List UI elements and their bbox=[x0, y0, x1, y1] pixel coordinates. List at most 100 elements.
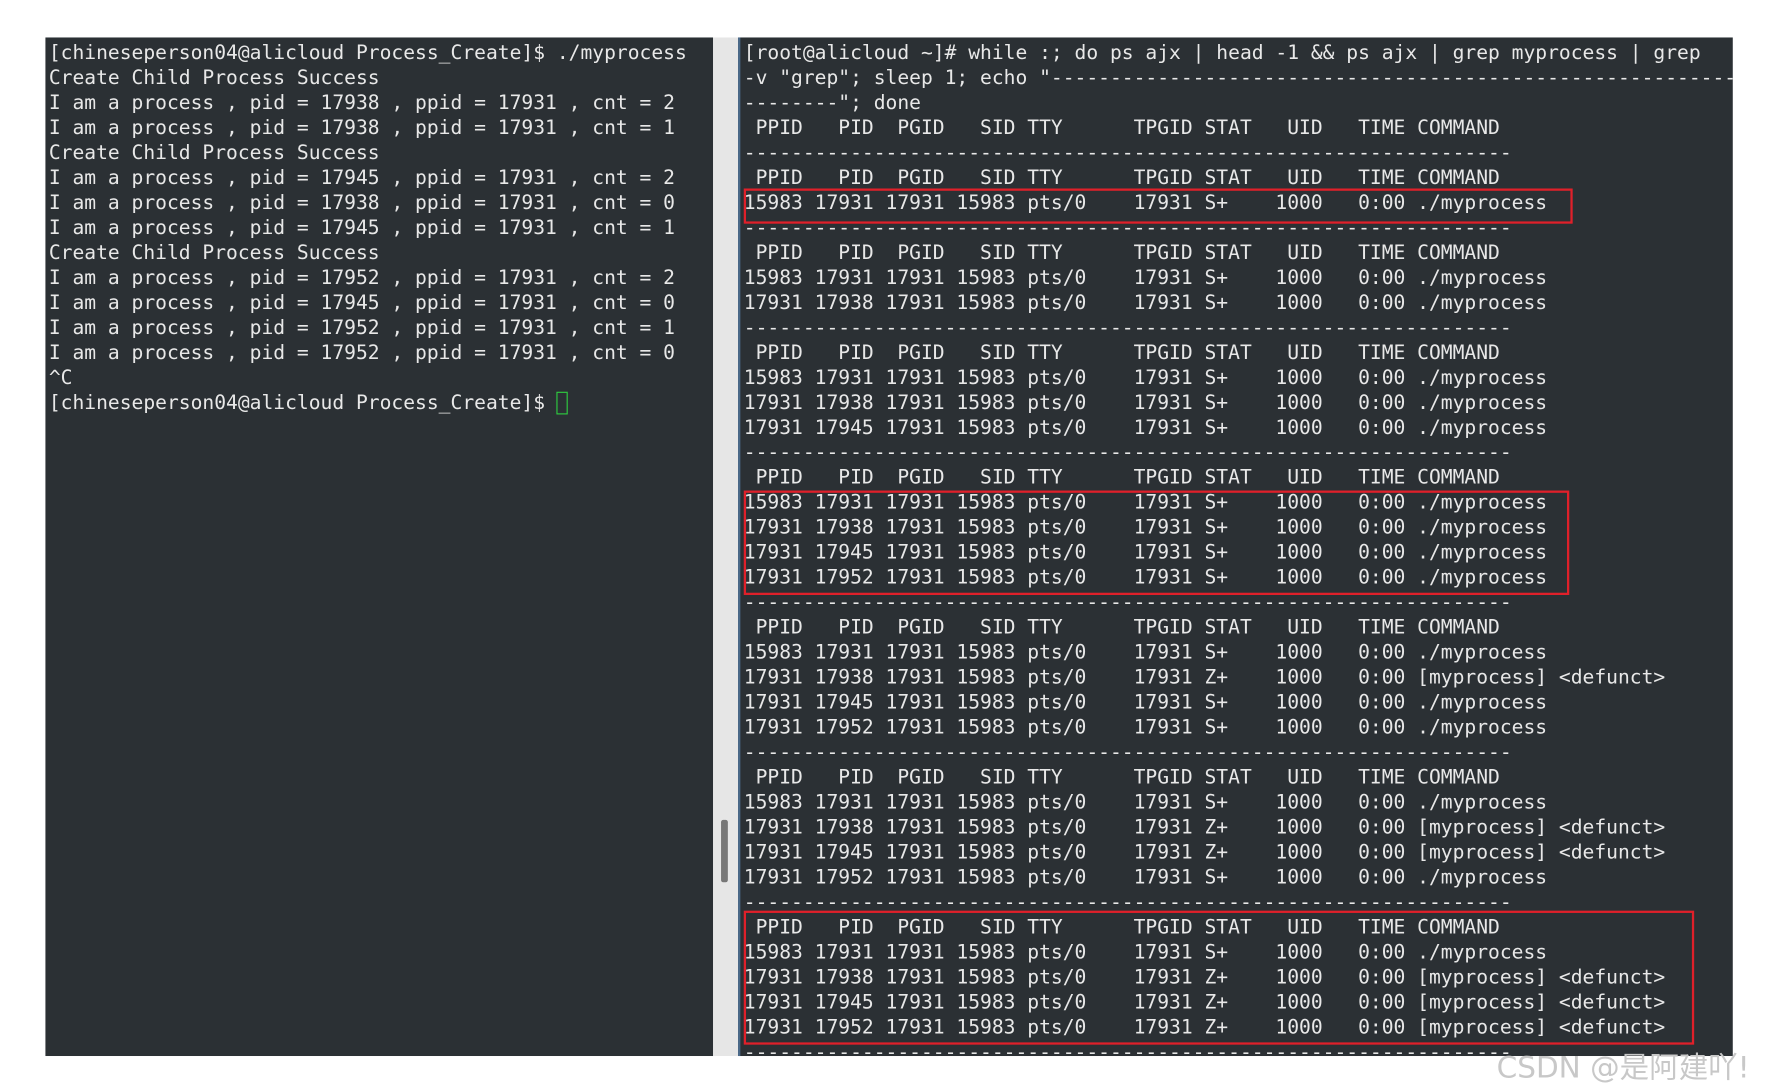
terminal-line: 17931 17952 17931 15983 pts/0 17931 S+ 1… bbox=[744, 865, 1733, 890]
line-text: PPID PID PGID SID TTY TPGID STAT UID TIM… bbox=[743, 916, 1500, 940]
terminal-line: 17931 17952 17931 15983 pts/0 17931 S+ 1… bbox=[744, 565, 1733, 590]
terminal-output: [root@alicloud ~]# while :; do ps ajx | … bbox=[744, 41, 1733, 1056]
watermark: CSDN @是阿建吖! bbox=[1496, 1051, 1750, 1086]
terminal-line: [root@alicloud ~]# while :; do ps ajx | … bbox=[744, 41, 1733, 66]
terminal-line: 15983 17931 17931 15983 pts/0 17931 S+ 1… bbox=[744, 491, 1733, 516]
terminal-line: 17931 17938 17931 15983 pts/0 17931 Z+ 1… bbox=[744, 815, 1733, 840]
terminal-line: [chineseperson04@alicloud Process_Create… bbox=[49, 391, 687, 416]
terminal-line: 17931 17952 17931 15983 pts/0 17931 Z+ 1… bbox=[744, 1015, 1733, 1040]
terminal-line: ----------------------------------------… bbox=[744, 1040, 1733, 1056]
line-text: PPID PID PGID SID TTY TPGID STAT UID TIM… bbox=[743, 166, 1500, 190]
terminal-line: [chineseperson04@alicloud Process_Create… bbox=[49, 41, 687, 66]
highlight-box bbox=[743, 910, 1695, 1045]
line-text: 17931 17945 17931 15983 pts/0 17931 Z+ 1… bbox=[743, 991, 1666, 1015]
terminal-line: ----------------------------------------… bbox=[744, 890, 1733, 915]
terminal-line: 17931 17945 17931 15983 pts/0 17931 S+ 1… bbox=[744, 540, 1733, 565]
terminal-line: ----------------------------------------… bbox=[744, 441, 1733, 466]
cursor bbox=[556, 391, 569, 415]
terminal-line: PPID PID PGID SID TTY TPGID STAT UID TIM… bbox=[744, 241, 1733, 266]
line-text: 17931 17952 17931 15983 pts/0 17931 S+ 1… bbox=[743, 716, 1548, 740]
terminal-line: I am a process , pid = 17952 , ppid = 17… bbox=[49, 341, 687, 366]
line-text: ----------------------------------------… bbox=[743, 741, 1512, 765]
line-text: 17931 17938 17931 15983 pts/0 17931 Z+ 1… bbox=[743, 966, 1666, 990]
line-text: 17931 17938 17931 15983 pts/0 17931 Z+ 1… bbox=[743, 666, 1666, 690]
terminal-line: Create Child Process Success bbox=[49, 66, 687, 91]
terminal-line: 17931 17938 17931 15983 pts/0 17931 S+ 1… bbox=[744, 291, 1733, 316]
line-text: Create Child Process Success bbox=[48, 141, 380, 165]
line-text: ----------------------------------------… bbox=[743, 316, 1512, 340]
divider bbox=[713, 37, 739, 1057]
line-text: [root@alicloud ~]# while :; do ps ajx | … bbox=[743, 42, 1701, 65]
terminal-line: Create Child Process Success bbox=[49, 141, 687, 166]
line-text: 15983 17931 17931 15983 pts/0 17931 S+ 1… bbox=[743, 191, 1548, 215]
terminal-line: 17931 17938 17931 15983 pts/0 17931 S+ 1… bbox=[744, 391, 1733, 416]
terminal-line: PPID PID PGID SID TTY TPGID STAT UID TIM… bbox=[744, 341, 1733, 366]
line-text: ----------------------------------------… bbox=[743, 891, 1512, 915]
terminal-line: 17931 17945 17931 15983 pts/0 17931 S+ 1… bbox=[744, 416, 1733, 441]
terminal-line: PPID PID PGID SID TTY TPGID STAT UID TIM… bbox=[744, 466, 1733, 491]
line-text: 17931 17952 17931 15983 pts/0 17931 S+ 1… bbox=[743, 866, 1548, 890]
terminal-line: 15983 17931 17931 15983 pts/0 17931 S+ 1… bbox=[744, 640, 1733, 665]
terminal-line: PPID PID PGID SID TTY TPGID STAT UID TIM… bbox=[744, 615, 1733, 640]
line-text: 15983 17931 17931 15983 pts/0 17931 S+ 1… bbox=[743, 366, 1548, 390]
highlight-box bbox=[743, 188, 1573, 224]
line-text: 15983 17931 17931 15983 pts/0 17931 S+ 1… bbox=[743, 941, 1548, 965]
terminal-line: 15983 17931 17931 15983 pts/0 17931 S+ 1… bbox=[744, 191, 1733, 216]
line-text: PPID PID PGID SID TTY TPGID STAT UID TIM… bbox=[743, 616, 1500, 640]
terminal-line: --------"; done bbox=[744, 91, 1733, 116]
terminal-line: -v "grep"; sleep 1; echo "--------------… bbox=[744, 66, 1733, 91]
line-text: --------"; done bbox=[743, 91, 921, 115]
line-text: I am a process , pid = 17952 , ppid = 17… bbox=[48, 316, 675, 340]
line-text: [chineseperson04@alicloud Process_Create… bbox=[48, 391, 557, 415]
terminal-line: PPID PID PGID SID TTY TPGID STAT UID TIM… bbox=[744, 166, 1733, 191]
terminal-line: I am a process , pid = 17945 , ppid = 17… bbox=[49, 166, 687, 191]
line-text: PPID PID PGID SID TTY TPGID STAT UID TIM… bbox=[743, 466, 1500, 490]
line-text: I am a process , pid = 17945 , ppid = 17… bbox=[48, 166, 675, 190]
terminal-line: 17931 17945 17931 15983 pts/0 17931 Z+ 1… bbox=[744, 990, 1733, 1015]
line-text: 17931 17952 17931 15983 pts/0 17931 Z+ 1… bbox=[743, 1016, 1666, 1039]
line-text: ----------------------------------------… bbox=[743, 591, 1512, 615]
line-text: I am a process , pid = 17945 , ppid = 17… bbox=[48, 291, 675, 315]
terminal-line: 17931 17952 17931 15983 pts/0 17931 S+ 1… bbox=[744, 715, 1733, 740]
terminal-line: I am a process , pid = 17945 , ppid = 17… bbox=[49, 216, 687, 241]
line-text: 17931 17945 17931 15983 pts/0 17931 S+ 1… bbox=[743, 691, 1548, 715]
line-text: 17931 17945 17931 15983 pts/0 17931 Z+ 1… bbox=[743, 841, 1666, 865]
terminal-line: 15983 17931 17931 15983 pts/0 17931 S+ 1… bbox=[744, 366, 1733, 391]
terminal-line: I am a process , pid = 17952 , ppid = 17… bbox=[49, 266, 687, 291]
line-text: I am a process , pid = 17938 , ppid = 17… bbox=[48, 91, 675, 115]
terminal-line: ----------------------------------------… bbox=[744, 740, 1733, 765]
line-text: -v "grep"; sleep 1; echo "--------------… bbox=[743, 66, 1733, 90]
line-text: 17931 17945 17931 15983 pts/0 17931 S+ 1… bbox=[743, 541, 1548, 565]
line-text: PPID PID PGID SID TTY TPGID STAT UID TIM… bbox=[743, 766, 1500, 790]
line-text: PPID PID PGID SID TTY TPGID STAT UID TIM… bbox=[743, 241, 1500, 265]
terminal-line: 15983 17931 17931 15983 pts/0 17931 S+ 1… bbox=[744, 790, 1733, 815]
terminal-line: 17931 17938 17931 15983 pts/0 17931 Z+ 1… bbox=[744, 965, 1733, 990]
line-text: ----------------------------------------… bbox=[743, 441, 1512, 465]
terminal-output: [chineseperson04@alicloud Process_Create… bbox=[49, 41, 687, 416]
terminal-line: 17931 17938 17931 15983 pts/0 17931 Z+ 1… bbox=[744, 665, 1733, 690]
scrollbar bbox=[721, 819, 728, 883]
highlight-box bbox=[743, 490, 1570, 596]
terminal-line: 15983 17931 17931 15983 pts/0 17931 S+ 1… bbox=[744, 266, 1733, 291]
line-text: 15983 17931 17931 15983 pts/0 17931 S+ 1… bbox=[743, 641, 1548, 665]
line-text: 15983 17931 17931 15983 pts/0 17931 S+ 1… bbox=[743, 491, 1548, 515]
line-text: ----------------------------------------… bbox=[743, 141, 1512, 165]
terminal-line: ----------------------------------------… bbox=[744, 316, 1733, 341]
terminal-line: 17931 17945 17931 15983 pts/0 17931 S+ 1… bbox=[744, 690, 1733, 715]
line-text: 17931 17952 17931 15983 pts/0 17931 S+ 1… bbox=[743, 566, 1548, 590]
line-text: 17931 17945 17931 15983 pts/0 17931 S+ 1… bbox=[743, 416, 1548, 440]
terminal-line: I am a process , pid = 17938 , ppid = 17… bbox=[49, 91, 687, 116]
terminal-line: I am a process , pid = 17952 , ppid = 17… bbox=[49, 316, 687, 341]
line-text: 17931 17938 17931 15983 pts/0 17931 S+ 1… bbox=[743, 516, 1548, 540]
line-text: I am a process , pid = 17952 , ppid = 17… bbox=[48, 341, 675, 365]
line-text: Create Child Process Success bbox=[48, 66, 380, 90]
terminal-line: ----------------------------------------… bbox=[744, 141, 1733, 166]
terminal-line: ----------------------------------------… bbox=[744, 590, 1733, 615]
line-text: I am a process , pid = 17945 , ppid = 17… bbox=[48, 216, 675, 240]
line-text: Create Child Process Success bbox=[48, 241, 380, 265]
line-text: ^C bbox=[48, 366, 73, 390]
left-terminal: [chineseperson04@alicloud Process_Create… bbox=[45, 37, 714, 1057]
terminal-line: I am a process , pid = 17945 , ppid = 17… bbox=[49, 291, 687, 316]
